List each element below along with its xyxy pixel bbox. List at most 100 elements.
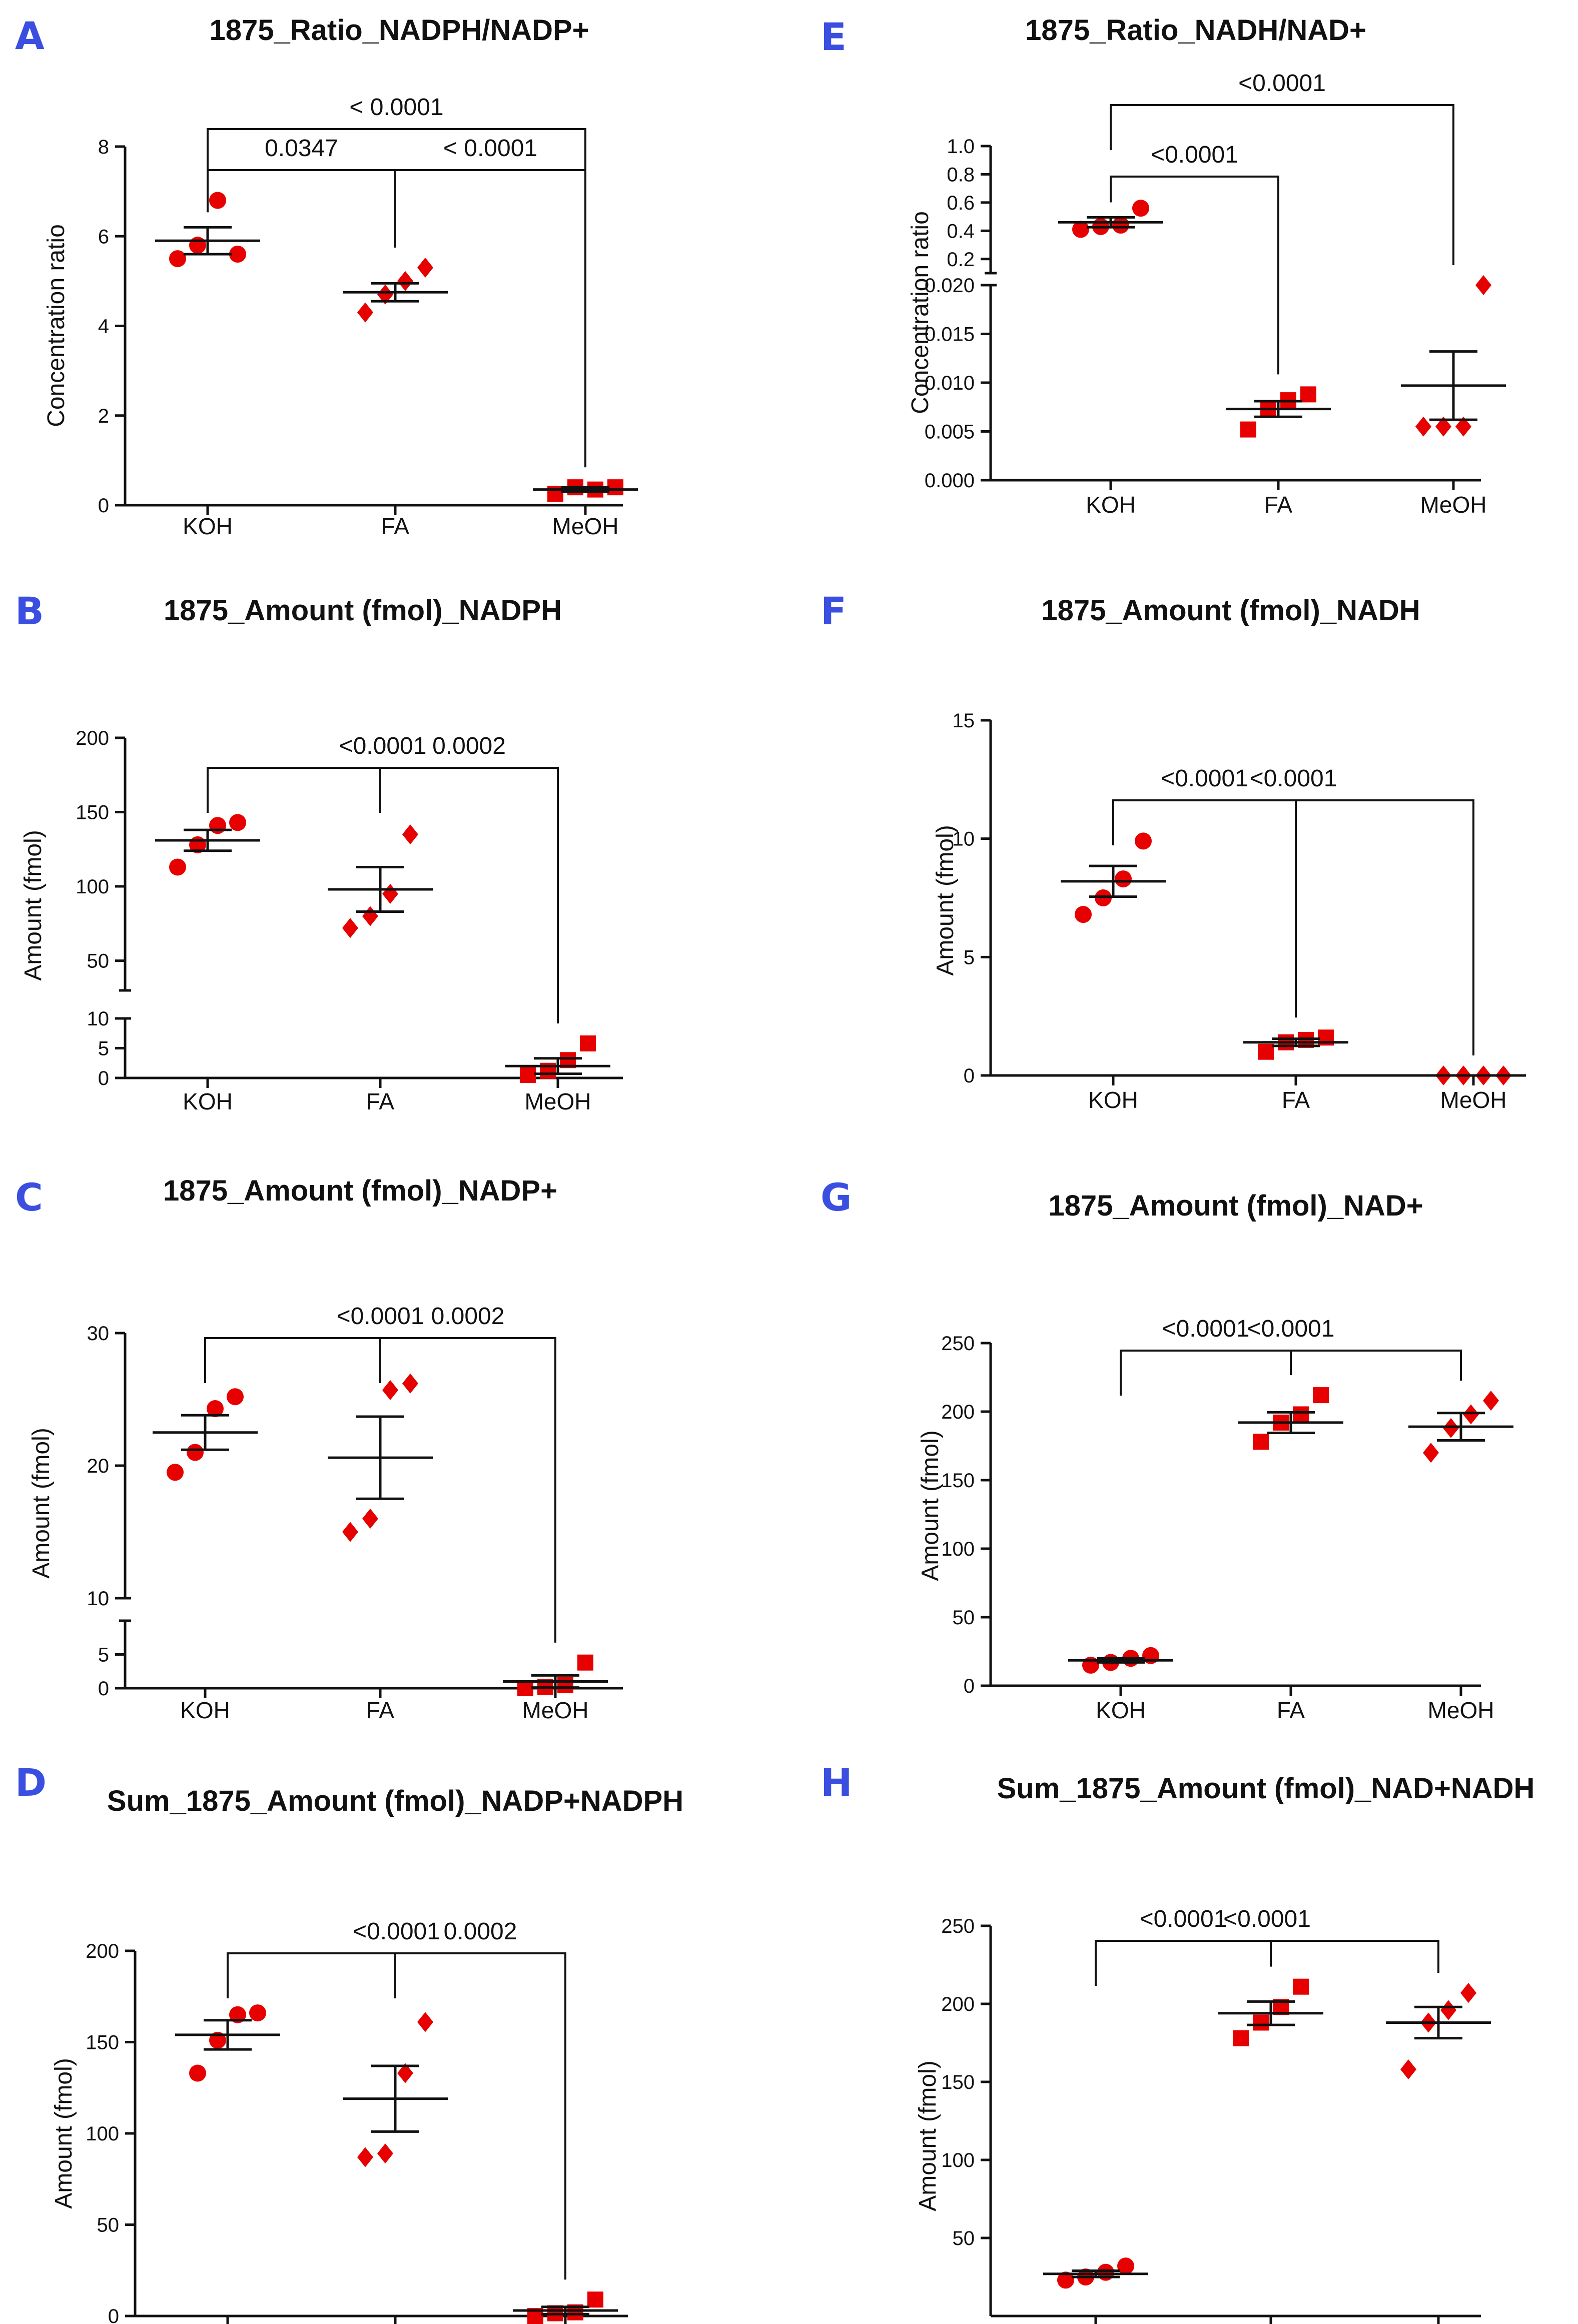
- p-value-label: < 0.0001: [349, 94, 443, 121]
- p-value-label: 0.0002: [432, 733, 506, 759]
- data-point-fa: [342, 918, 358, 938]
- data-point-koh: [189, 237, 206, 254]
- y-tick-label: 5: [98, 1644, 109, 1666]
- y-tick-label: 20: [87, 1455, 110, 1477]
- data-point-meoh: [580, 1035, 596, 1051]
- data-point-fa: [362, 906, 378, 926]
- data-point-fa: [357, 302, 373, 323]
- significance-bracket: [1120, 1350, 1462, 1396]
- x-tick-label: KOH: [180, 1697, 230, 1723]
- y-axis-title: Amount (fmol): [20, 830, 47, 980]
- y-tick-label: 15: [953, 710, 975, 732]
- data-point-meoh: [1435, 416, 1451, 437]
- panel-letter: G: [821, 1175, 852, 1220]
- panel-letter: H: [821, 1760, 853, 1805]
- x-tick-label: MeOH: [552, 513, 619, 539]
- p-value-label: <0.0001: [339, 733, 427, 759]
- significance-bracket: [379, 767, 559, 1023]
- data-point-fa: [402, 824, 418, 845]
- data-point-fa: [1253, 1434, 1269, 1450]
- y-tick-label: 2: [98, 405, 109, 427]
- data-point-fa: [382, 1380, 398, 1400]
- panel-a: A 1875_Ratio_NADPH/NADP+ Concentration rat…: [15, 14, 638, 539]
- y-tick-label: 50: [953, 2227, 975, 2249]
- y-tick-label: 0.020: [925, 275, 975, 297]
- data-point-fa: [402, 1373, 418, 1394]
- panel-b: B 1875_Amount (fmol)_NADPH Amount (fmol) 0 5…: [15, 589, 623, 1114]
- y-tick-label: 4: [98, 316, 109, 338]
- significance-bracket: [207, 169, 396, 248]
- y-tick-label: 250: [941, 1915, 975, 1937]
- y-tick-label: 10: [87, 1588, 110, 1610]
- x-tick-label: FA: [1277, 1697, 1305, 1723]
- data-point-koh: [229, 814, 246, 831]
- significance-bracket: [227, 1952, 566, 2280]
- data-point-koh: [227, 1388, 244, 1406]
- y-tick-label: 0.6: [947, 192, 975, 214]
- significance-bracket: [1112, 799, 1297, 1018]
- y-tick-label: 200: [76, 727, 109, 749]
- x-tick-label: FA: [366, 1088, 395, 1114]
- y-tick-label: 100: [76, 876, 109, 898]
- y-tick-label: 200: [941, 1993, 975, 2015]
- y-tick-label: 150: [86, 2032, 119, 2054]
- data-point-koh: [1115, 870, 1132, 888]
- data-point-fa: [1233, 2030, 1249, 2046]
- panel-title: 1875_Amount (fmol)_NADP+: [163, 1175, 557, 1207]
- data-point-fa: [1253, 2014, 1269, 2031]
- data-point-meoh: [587, 2291, 603, 2308]
- y-tick-label: 100: [941, 1538, 975, 1560]
- p-value-label: <0.0001: [1140, 1906, 1227, 1932]
- data-point-koh: [1097, 2263, 1114, 2281]
- data-point-koh: [1072, 221, 1089, 238]
- data-point-koh: [1112, 217, 1129, 234]
- x-tick-label: KOH: [183, 1088, 233, 1114]
- data-point-koh: [169, 858, 186, 876]
- significance-bracket: [1110, 104, 1454, 265]
- data-point-koh: [249, 2004, 266, 2022]
- significance-bracket: [204, 1337, 556, 1643]
- data-point-meoh: [1443, 1418, 1459, 1438]
- data-point-koh: [209, 817, 226, 834]
- data-point-fa: [417, 2012, 433, 2032]
- y-tick-label: 250: [941, 1333, 975, 1355]
- y-tick-label: 150: [76, 802, 109, 824]
- p-value-label: <0.0001: [1247, 1316, 1335, 1342]
- y-axis-title: Concentration ratio: [907, 211, 934, 414]
- x-tick-label: MeOH: [525, 1088, 591, 1114]
- x-tick-label: MeOH: [1420, 492, 1487, 518]
- panel-title: 1875_Ratio_NADH/NAD+: [1025, 14, 1366, 47]
- y-axis-title: Amount (fmol): [51, 2058, 77, 2208]
- data-point-meoh: [1475, 275, 1491, 295]
- data-point-meoh: [1415, 416, 1431, 437]
- panel-title: 1875_Amount (fmol)_NAD+: [1048, 1190, 1423, 1222]
- x-tick-label: MeOH: [1428, 1697, 1494, 1723]
- data-point-meoh: [1483, 1391, 1499, 1411]
- data-point-koh: [167, 1464, 184, 1481]
- y-tick-label: 150: [941, 2071, 975, 2093]
- data-point-koh: [189, 2064, 206, 2082]
- data-point-koh: [207, 1400, 224, 1418]
- x-tick-label: KOH: [1096, 1697, 1146, 1723]
- data-point-meoh: [1463, 1404, 1479, 1425]
- data-point-koh: [169, 250, 186, 268]
- data-point-fa: [1313, 1387, 1329, 1404]
- significance-bracket: [394, 1952, 566, 2280]
- y-tick-label: 10: [953, 828, 975, 850]
- y-tick-label: 6: [98, 226, 109, 248]
- p-value-label: 0.0002: [431, 1303, 505, 1330]
- data-point-fa: [397, 271, 413, 291]
- y-tick-label: 200: [941, 1401, 975, 1423]
- panel-letter: C: [15, 1175, 43, 1220]
- y-tick-label: 0: [98, 1067, 109, 1089]
- y-tick-label: 10: [87, 1008, 110, 1030]
- p-value-label: <0.0001: [337, 1303, 424, 1330]
- data-point-koh: [1117, 2257, 1134, 2275]
- panel-title: 1875_Ratio_NADPH/NADP+: [209, 14, 589, 47]
- y-tick-label: 0.010: [925, 372, 975, 394]
- data-point-koh: [1135, 832, 1152, 850]
- data-point-fa: [377, 2143, 393, 2164]
- y-tick-label: 0: [108, 2305, 119, 2324]
